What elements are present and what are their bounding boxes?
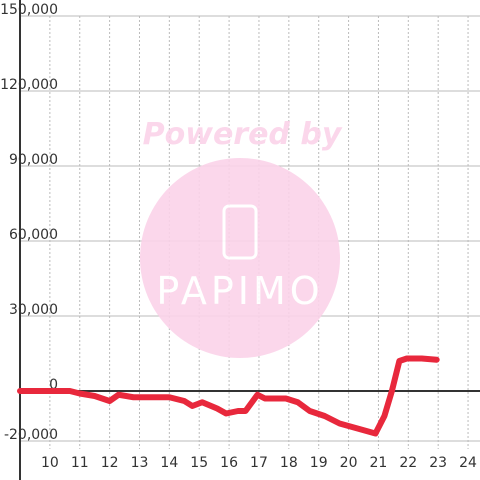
x-tick-label: 21 <box>370 455 388 471</box>
y-tick-label: 90,000 <box>9 152 58 168</box>
y-tick-label: -20,000 <box>4 427 58 443</box>
watermark-phone <box>222 204 258 260</box>
x-tick-label: 11 <box>71 455 89 471</box>
x-tick-label: 18 <box>280 455 298 471</box>
y-tick-label: 60,000 <box>9 227 58 243</box>
x-tick-label: 19 <box>310 455 328 471</box>
y-tick-label: 0 <box>49 377 58 393</box>
x-tick-label: 16 <box>220 455 238 471</box>
x-tick-label: 14 <box>160 455 178 471</box>
y-tick-label: 120,000 <box>0 77 58 93</box>
x-tick-label: 23 <box>429 455 447 471</box>
x-tick-label: 13 <box>131 455 149 471</box>
x-tick-label: 20 <box>340 455 358 471</box>
watermark-title: Powered by <box>143 117 343 152</box>
x-tick-label: 17 <box>250 455 268 471</box>
y-tick-label: 30,000 <box>9 302 58 318</box>
x-tick-label: 12 <box>101 455 119 471</box>
x-tick-label: 15 <box>190 455 208 471</box>
watermark-logo: PAPIMO <box>156 269 323 313</box>
x-tick-label: 22 <box>399 455 417 471</box>
watermark: Powered by PAPIMO <box>140 117 343 358</box>
data-line <box>17 355 440 437</box>
x-tick-label: 10 <box>41 455 59 471</box>
x-tick-label: 24 <box>459 455 477 471</box>
y-tick-label: 150,000 <box>0 2 58 18</box>
